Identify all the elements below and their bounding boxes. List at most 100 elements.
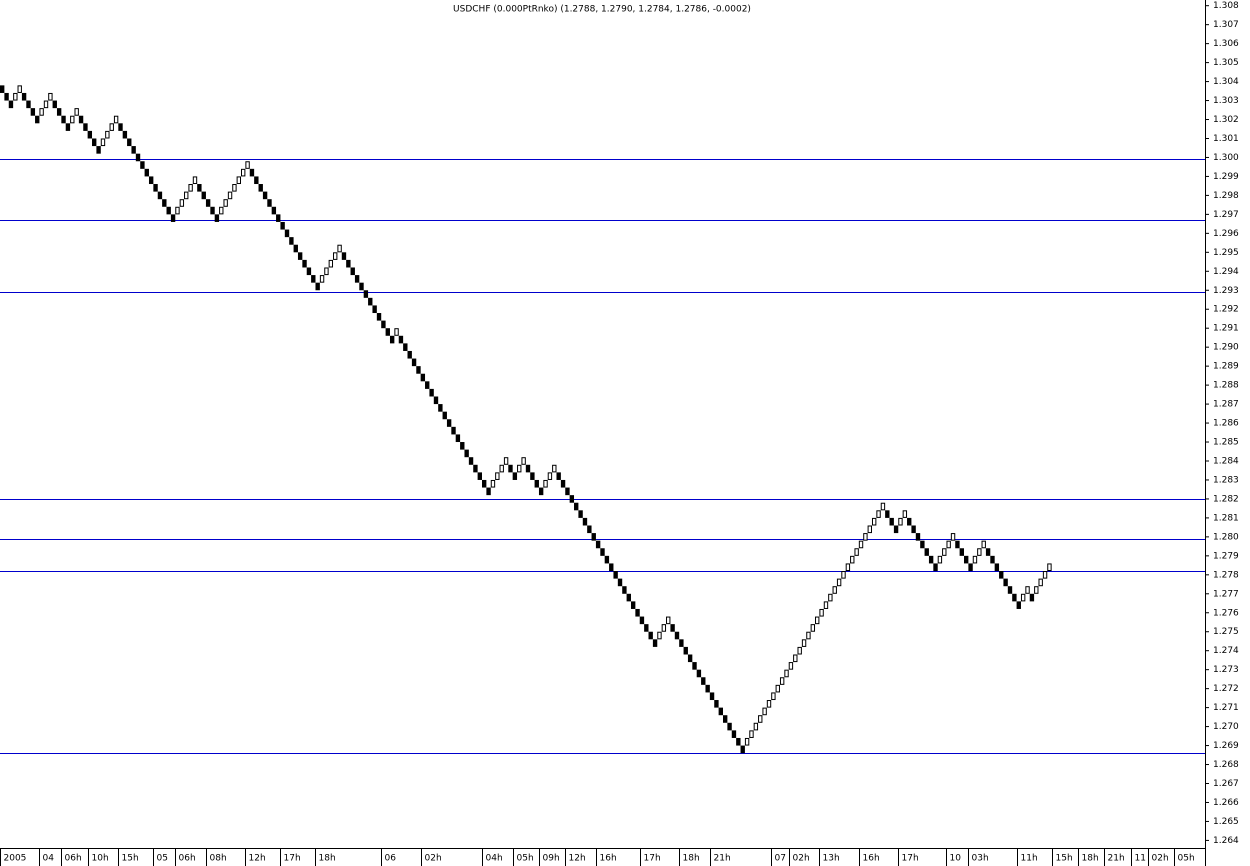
down-brick (420, 373, 426, 382)
down-brick (118, 123, 123, 131)
down-brick (609, 563, 614, 572)
x-tick-label: 11 (1135, 854, 1146, 864)
down-brick (604, 555, 610, 564)
down-brick (372, 305, 377, 314)
down-brick (311, 275, 316, 283)
y-tick-label: 1.288 (1213, 381, 1239, 391)
x-tick-label: 18h (319, 854, 336, 864)
up-brick (815, 616, 820, 625)
up-brick (17, 85, 22, 93)
x-tick-label: 06h (65, 854, 82, 864)
up-brick (850, 555, 855, 564)
down-brick (999, 571, 1004, 579)
down-brick (933, 563, 938, 572)
down-brick (35, 115, 40, 124)
down-brick (679, 639, 684, 647)
up-brick (1047, 563, 1052, 572)
y-tick-label: 1.302 (1213, 115, 1239, 125)
down-brick (525, 464, 531, 473)
up-brick (1025, 586, 1030, 594)
up-brick (801, 639, 807, 647)
down-brick (363, 290, 369, 298)
y-tick-label: 1.284 (1213, 456, 1239, 466)
up-brick (858, 540, 864, 549)
y-tick-label: 1.305 (1213, 58, 1239, 68)
x-tick-label: 12h (569, 854, 586, 864)
y-tick-label: 1.272 (1213, 684, 1239, 694)
down-brick (258, 184, 263, 192)
down-brick (210, 206, 215, 215)
down-brick (687, 654, 693, 663)
down-brick (389, 335, 395, 344)
x-tick-label: 17h (902, 854, 919, 864)
up-brick (876, 510, 881, 518)
up-brick (871, 517, 877, 526)
down-brick (530, 472, 535, 480)
up-brick (552, 464, 557, 473)
up-brick (328, 259, 334, 268)
down-brick (560, 479, 566, 488)
up-brick (867, 525, 872, 534)
up-brick (495, 472, 500, 480)
up-brick (666, 616, 671, 625)
down-brick (162, 199, 167, 207)
down-brick (284, 229, 290, 238)
down-brick (670, 624, 675, 632)
x-tick-label: 10h (92, 854, 109, 864)
down-brick (968, 563, 973, 572)
down-brick (648, 631, 653, 640)
down-brick (446, 419, 452, 427)
down-brick (600, 548, 605, 556)
down-brick (482, 479, 487, 488)
x-tick-label: 18h (1082, 854, 1099, 864)
down-brick (302, 259, 307, 268)
down-brick (639, 616, 645, 625)
down-brick (1029, 593, 1035, 602)
y-tick-label: 1.296 (1213, 229, 1239, 239)
down-brick (569, 495, 575, 503)
down-brick (276, 214, 281, 222)
y-tick-label: 1.270 (1213, 722, 1239, 732)
up-brick (1042, 571, 1048, 579)
down-brick (30, 108, 36, 116)
down-brick (127, 138, 132, 147)
up-brick (547, 472, 553, 480)
y-tick-label: 1.267 (1213, 779, 1239, 789)
up-brick (503, 457, 509, 465)
up-brick (793, 654, 798, 663)
down-brick (197, 184, 202, 192)
up-brick (806, 631, 811, 640)
down-brick (438, 404, 443, 412)
down-brick (65, 123, 71, 131)
down-brick (727, 722, 732, 731)
up-brick (179, 199, 185, 207)
up-brick (236, 176, 241, 185)
y-tick-label: 1.282 (1213, 494, 1239, 504)
down-brick (613, 571, 618, 579)
y-tick-label: 1.295 (1213, 248, 1239, 258)
x-tick-label: 11h (1021, 854, 1038, 864)
y-tick-label: 1.298 (1213, 191, 1239, 201)
down-brick (885, 510, 890, 518)
up-brick (749, 730, 754, 738)
up-brick (319, 275, 325, 283)
y-tick-label: 1.299 (1213, 172, 1239, 182)
y-tick-label: 1.269 (1213, 741, 1239, 751)
down-brick (78, 115, 84, 124)
up-brick (394, 328, 399, 336)
x-tick-label: 2005 (4, 854, 27, 864)
y-tick-label: 1.264 (1213, 836, 1239, 846)
x-tick-label: 09h (543, 854, 560, 864)
x-tick-label: 06h (179, 854, 196, 864)
up-brick (942, 548, 947, 556)
up-brick (657, 631, 662, 640)
down-brick (486, 487, 491, 496)
up-brick (175, 206, 180, 215)
up-brick (74, 108, 79, 116)
up-brick (517, 464, 522, 473)
up-brick (819, 608, 824, 617)
down-brick (994, 563, 1000, 572)
down-brick (21, 92, 27, 101)
up-brick (744, 737, 750, 746)
x-tick-label: 10 (950, 854, 962, 864)
